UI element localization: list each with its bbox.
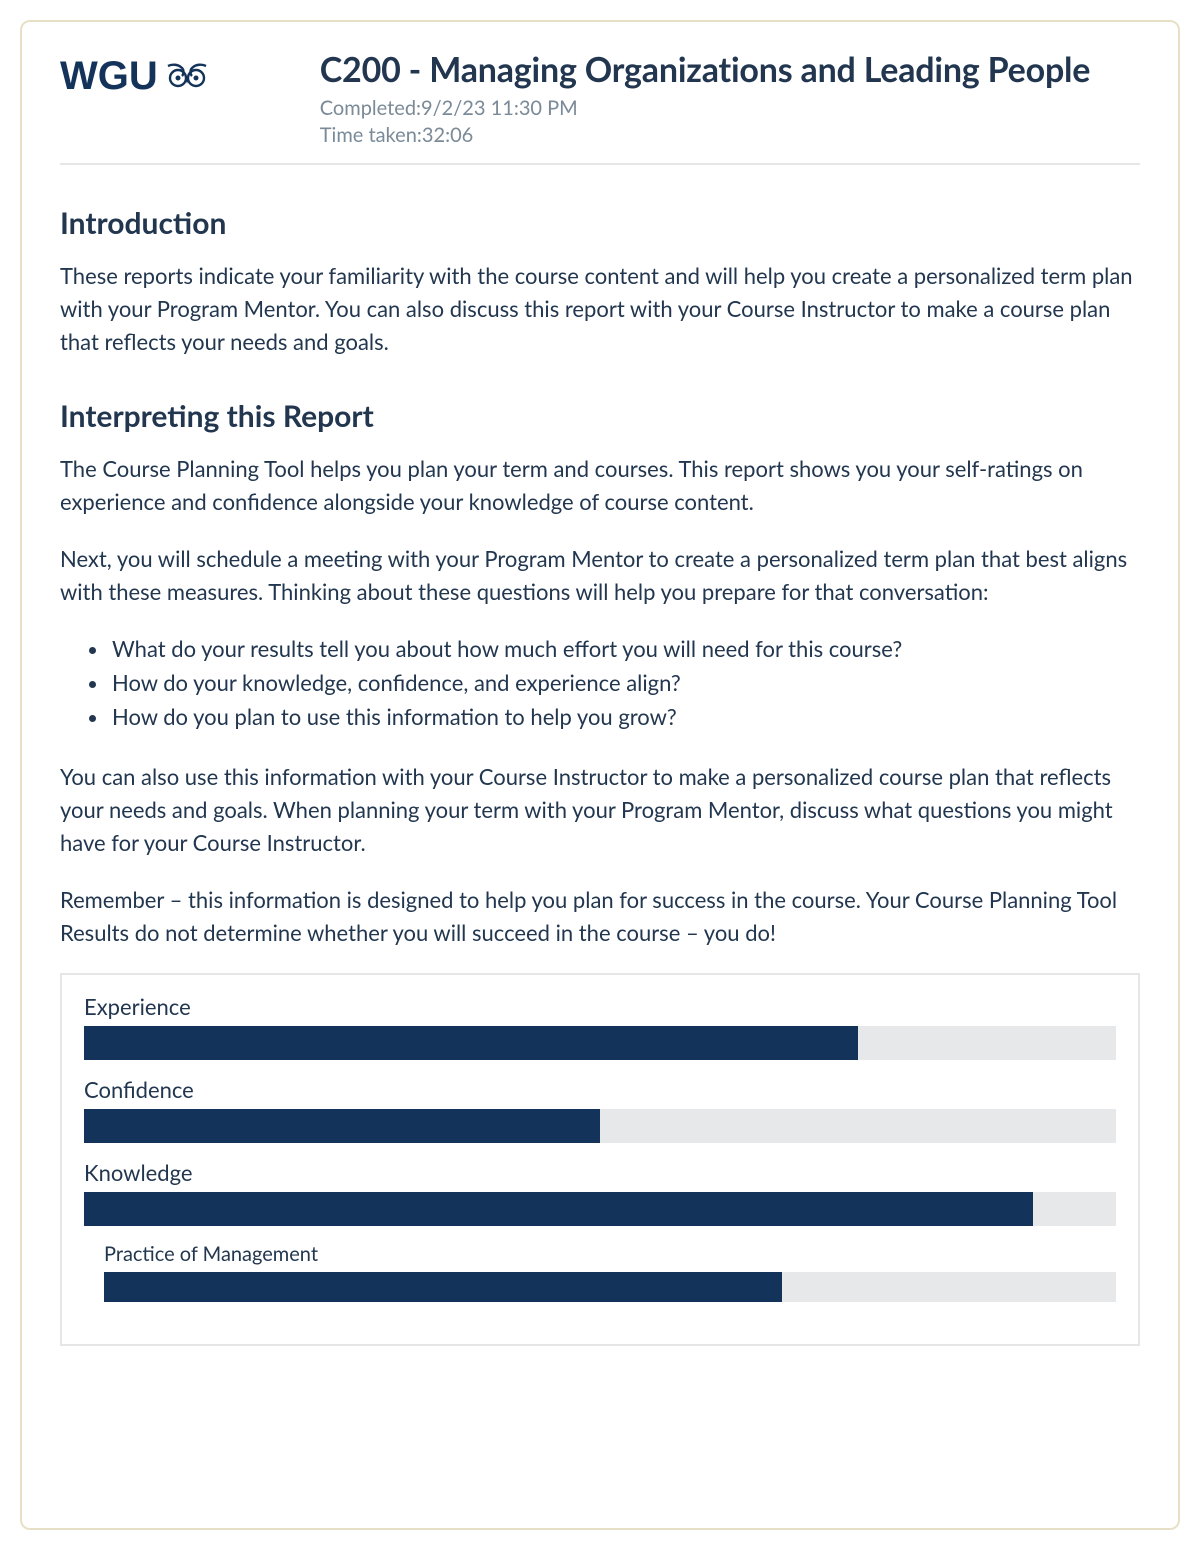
bar-track	[84, 1192, 1116, 1226]
interpret-p1: The Course Planning Tool helps you plan …	[60, 452, 1140, 518]
completed-value: 9/2/23 11:30 PM	[421, 96, 578, 120]
report-sheet: WGU C20	[20, 20, 1180, 1530]
bar-row: Practice of Management	[84, 1242, 1116, 1302]
bar-label: Experience	[84, 993, 1116, 1020]
bars-panel: Experience Confidence Knowledge Practice of…	[60, 973, 1140, 1346]
interpret-p4: Remember – this information is designed …	[60, 883, 1140, 949]
time-taken-label: Time taken:	[320, 123, 422, 147]
bar-fill	[84, 1109, 600, 1143]
interpret-p3: You can also use this information with y…	[60, 760, 1140, 859]
brand-logo: WGU	[60, 50, 210, 99]
bar-track	[84, 1109, 1116, 1143]
interpret-heading: Interpreting this Report	[60, 398, 1140, 434]
completed-label: Completed:	[320, 96, 421, 120]
interpret-bullets: What do your results tell you about how …	[60, 632, 1140, 734]
bar-label: Confidence	[84, 1076, 1116, 1103]
list-item: How do you plan to use this information …	[110, 700, 1140, 734]
bar-track	[104, 1272, 1116, 1302]
completed-line: Completed:9/2/23 11:30 PM	[320, 95, 1140, 122]
interpret-p2: Next, you will schedule a meeting with y…	[60, 542, 1140, 608]
bar-row: Knowledge	[84, 1159, 1116, 1226]
course-title: C200 - Managing Organizations and Leadin…	[320, 50, 1140, 89]
bar-fill	[84, 1192, 1033, 1226]
bar-fill	[104, 1272, 782, 1302]
bar-label: Practice of Management	[84, 1242, 1116, 1266]
header: WGU C20	[60, 50, 1140, 165]
bar-fill	[84, 1026, 858, 1060]
intro-heading: Introduction	[60, 205, 1140, 241]
intro-body: These reports indicate your familiarity …	[60, 259, 1140, 358]
bar-row: Experience	[84, 993, 1116, 1060]
brand-name: WGU	[60, 54, 158, 99]
list-item: How do your knowledge, confidence, and e…	[110, 666, 1140, 700]
bar-row: Confidence	[84, 1076, 1116, 1143]
list-item: What do your results tell you about how …	[110, 632, 1140, 666]
bar-track	[84, 1026, 1116, 1060]
time-taken-value: 32:06	[422, 123, 473, 147]
owl-icon	[164, 62, 210, 92]
bar-label: Knowledge	[84, 1159, 1116, 1186]
time-taken-line: Time taken:32:06	[320, 122, 1140, 149]
title-block: C200 - Managing Organizations and Leadin…	[250, 50, 1140, 149]
